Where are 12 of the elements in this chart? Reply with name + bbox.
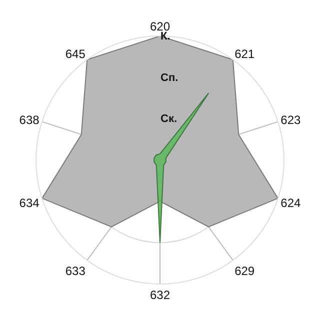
- spoke-label: 633: [65, 264, 86, 278]
- spoke-label: 634: [19, 196, 40, 210]
- y-tick-label: К.: [160, 30, 170, 43]
- spoke-label: 629: [234, 264, 255, 278]
- spoke-label: 632: [150, 288, 170, 302]
- spoke-label: 645: [65, 46, 86, 61]
- spoke-label: 623: [280, 113, 302, 128]
- spoke-label: 624: [280, 196, 302, 210]
- y-tick-label: Сп.: [160, 72, 178, 84]
- y-tick-label: Ск.: [160, 113, 178, 126]
- spoke-label: 621: [234, 46, 255, 61]
- spoke-label: 638: [19, 113, 40, 128]
